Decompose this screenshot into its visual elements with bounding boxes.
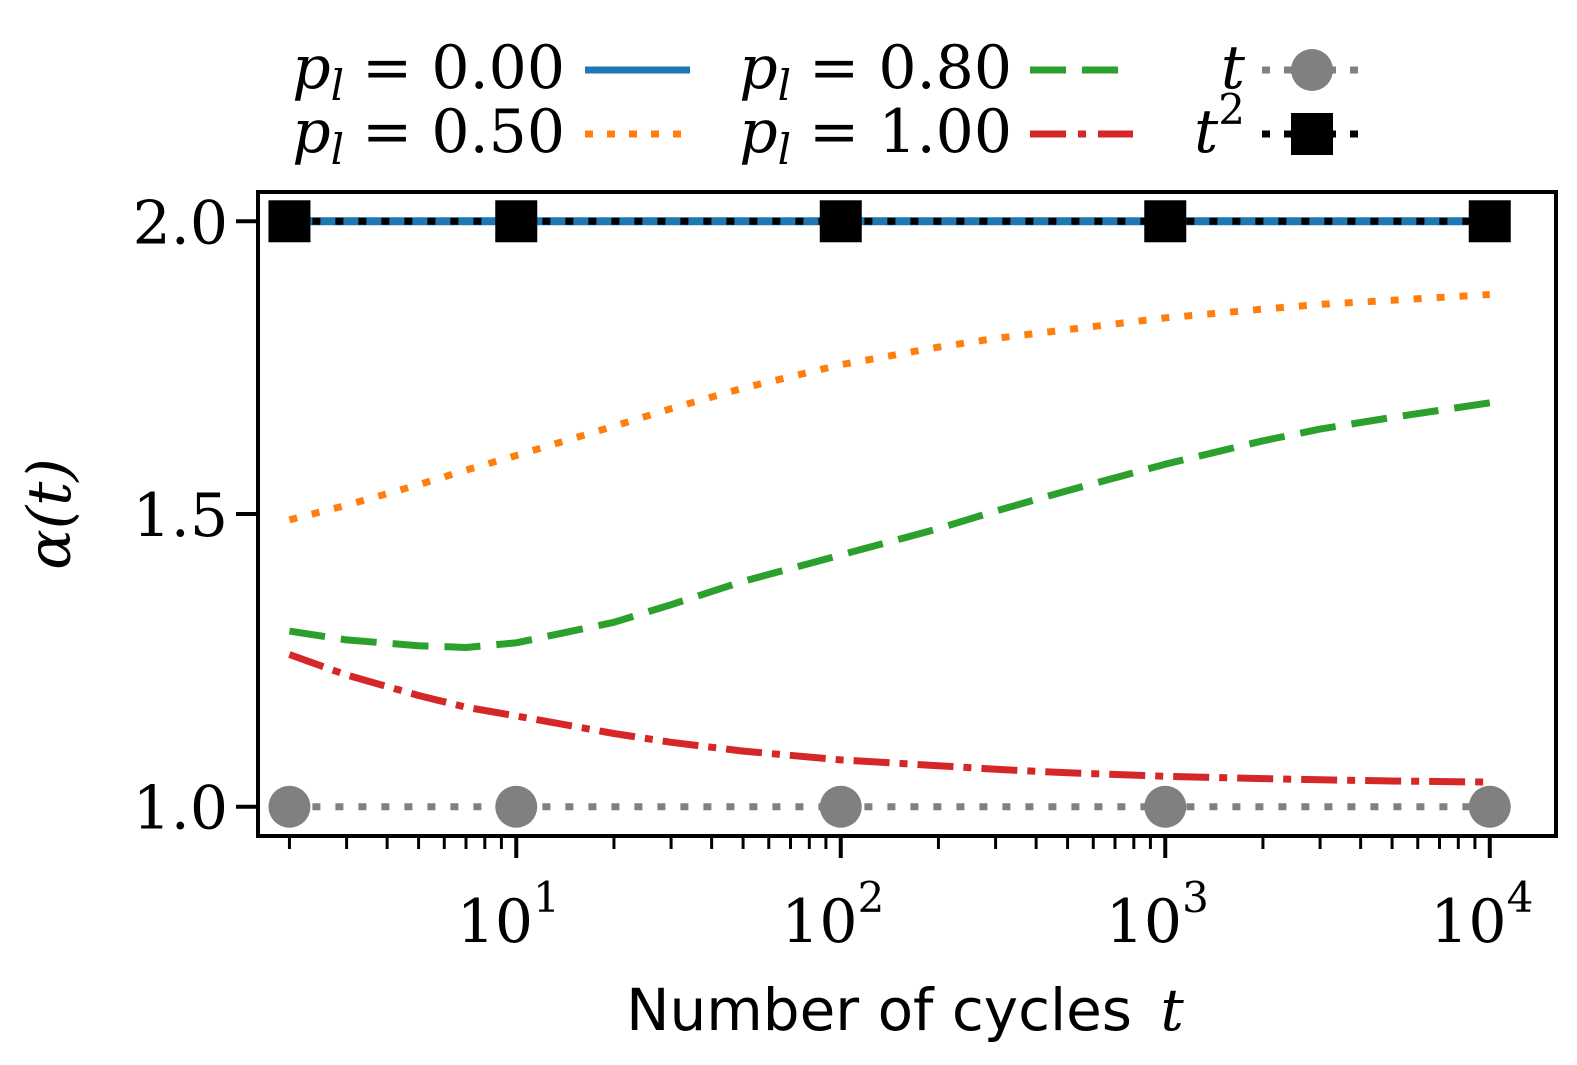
series-marker-5-2 [819,200,862,243]
series-line-2 [288,399,1491,651]
x-tick-label-0: 101 [457,873,560,957]
legend-label-1: pl = 0.50 [292,97,565,174]
legend-label-2: pl = 0.80 [739,33,1012,110]
series-marker-5-4 [1468,200,1511,243]
x-tick-label-1: 102 [781,873,884,957]
x-axis: 101 102 103 104 [287,836,1533,957]
legend-marker-5 [1291,113,1333,155]
series-marker-5-0 [268,200,311,243]
legend-marker-4 [1291,49,1333,91]
x-tick-label-2: 103 [1106,873,1209,957]
x-axis-label: Number of cycles t [626,976,1184,1044]
series-marker-4-3 [1144,785,1187,828]
legend-label-0: pl = 0.00 [292,33,565,110]
x-tick-label-3: 104 [1430,873,1533,957]
series-line-3 [288,651,1490,786]
series-marker-4-2 [819,785,862,828]
y-tick-label-2: 2.0 [133,188,228,258]
legend-label-3: pl = 1.00 [739,97,1012,174]
series-marker-5-1 [495,200,538,243]
series-marker-4-0 [268,785,311,828]
y-tick-label-0: 1.0 [133,774,228,844]
legend-label-4: t [1221,33,1246,103]
series-marker-5-3 [1144,200,1187,243]
series-line-1 [288,291,1491,524]
series-marker-4-1 [495,785,538,828]
plot-lines [268,200,1511,828]
legend-label-5: t2 [1194,85,1245,167]
y-axis-label: α(t) [15,458,85,569]
y-tick-label-1: 1.5 [133,481,228,551]
series-marker-4-4 [1468,785,1511,828]
y-axis: 1.0 1.5 2.0 [133,188,258,844]
